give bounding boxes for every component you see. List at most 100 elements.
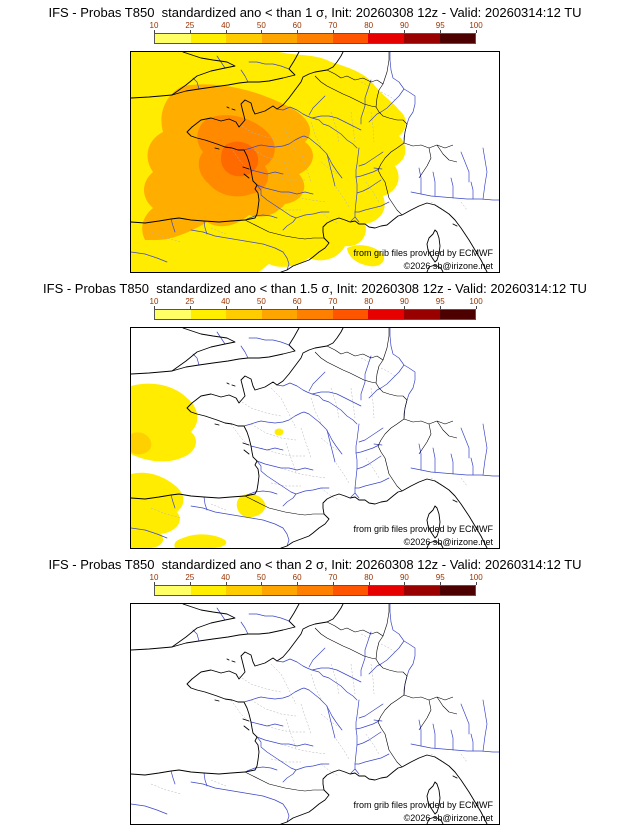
colorbar-segment <box>332 310 369 319</box>
colorbar-segment <box>403 586 440 595</box>
colorbar-segment <box>403 34 440 43</box>
colorbar-tick-label: 90 <box>399 21 409 30</box>
colorbar-tick-label: 60 <box>292 573 302 582</box>
colorbar-tick-label: 25 <box>185 573 195 582</box>
colorbar-tick-label: 50 <box>256 573 266 582</box>
colorbar-segment <box>155 34 191 43</box>
colorbar-tickmark <box>261 30 263 33</box>
attribution-ecmwf: from grib files provided by ECMWF <box>353 800 493 810</box>
panel-sigma-2: IFS - Probas T850 standardized ano < tha… <box>0 552 630 828</box>
colorbar-segment <box>226 34 262 43</box>
colorbar-tick-label: 25 <box>185 297 195 306</box>
colorbar-tick-label: 40 <box>221 297 230 306</box>
map-france <box>131 604 499 824</box>
colorbar-tick-label: 95 <box>435 297 445 306</box>
colorbar-gradient <box>154 585 476 596</box>
colorbar-tickmark <box>225 30 227 33</box>
colorbar-tickmark <box>332 30 334 33</box>
colorbar-segment <box>439 586 476 595</box>
attribution-ecmwf: from grib files provided by ECMWF <box>353 524 493 534</box>
colorbar-tick-label: 80 <box>364 21 374 30</box>
colorbar-tick-label: 95 <box>435 21 445 30</box>
map-frame: from grib files provided by ECMWF ©2026 … <box>130 603 500 825</box>
colorbar-tickmark <box>189 30 191 33</box>
colorbar-segment <box>368 586 404 595</box>
colorbar: 10 25 40 50 60 70 80 90 95 100 <box>150 21 483 45</box>
attribution-copyright: ©2026 sb@irizone.net <box>403 537 493 547</box>
colorbar-tick-label: 80 <box>364 573 374 582</box>
map-frame: from grib files provided by ECMWF ©2026 … <box>130 327 500 549</box>
colorbar-tickmark <box>440 306 442 309</box>
colorbar-tickmark <box>225 582 227 585</box>
colorbar-segment <box>190 34 227 43</box>
colorbar-tickmark <box>261 582 263 585</box>
panel-sigma-1: IFS - Probas T850 standardized ano < tha… <box>0 0 630 276</box>
colorbar-tick-label: 60 <box>292 21 302 30</box>
colorbar-tickmark <box>297 582 299 585</box>
colorbar-tick-label: 70 <box>328 21 338 30</box>
colorbar-tickmark <box>154 30 155 33</box>
colorbar-segment <box>297 310 333 319</box>
colorbar-tickmark <box>297 30 299 33</box>
colorbar-tick-label: 25 <box>185 21 195 30</box>
colorbar-segment <box>226 310 262 319</box>
colorbar: 10 25 40 50 60 70 80 90 95 100 <box>150 573 483 597</box>
attribution-copyright: ©2026 sb@irizone.net <box>403 813 493 823</box>
colorbar-segment <box>261 34 298 43</box>
panel-sigma-1-5: IFS - Probas T850 standardized ano < tha… <box>0 276 630 552</box>
colorbar-tick-label: 10 <box>149 21 159 30</box>
colorbar-segment <box>439 34 476 43</box>
colorbar-tickmark <box>261 306 263 309</box>
colorbar-tick-label: 40 <box>221 573 230 582</box>
colorbar-segment <box>261 586 298 595</box>
colorbar-segment <box>297 34 333 43</box>
colorbar: 10 25 40 50 60 70 80 90 95 100 <box>150 297 483 321</box>
panel-title: IFS - Probas T850 standardized ano < tha… <box>48 5 582 20</box>
colorbar-tick-label: 60 <box>292 297 302 306</box>
colorbar-tick-label: 90 <box>399 297 409 306</box>
colorbar-tickmark <box>368 30 370 33</box>
attribution-ecmwf: from grib files provided by ECMWF <box>353 248 493 258</box>
colorbar-tick-label: 80 <box>364 297 374 306</box>
colorbar-segment <box>261 310 298 319</box>
colorbar-tickmark <box>225 306 227 309</box>
colorbar-tickmark <box>476 30 477 33</box>
map-france <box>131 52 499 272</box>
colorbar-tickmark <box>297 306 299 309</box>
colorbar-tickmark <box>404 582 406 585</box>
map-france <box>131 328 499 548</box>
colorbar-tickmark <box>332 306 334 309</box>
attribution-copyright: ©2026 sb@irizone.net <box>403 261 493 271</box>
colorbar-segment <box>297 586 333 595</box>
colorbar-segment <box>368 34 404 43</box>
panel-title: IFS - Probas T850 standardized ano < tha… <box>48 557 582 572</box>
colorbar-tickmark <box>189 582 191 585</box>
colorbar-tickmark <box>476 582 477 585</box>
colorbar-segment <box>403 310 440 319</box>
colorbar-tickmark <box>154 306 155 309</box>
colorbar-tick-label: 40 <box>221 21 230 30</box>
colorbar-segment <box>190 310 227 319</box>
colorbar-segment <box>332 586 369 595</box>
colorbar-tick-label: 100 <box>469 573 483 582</box>
colorbar-tickmark <box>368 582 370 585</box>
colorbar-tick-label: 100 <box>469 297 483 306</box>
colorbar-segment <box>190 586 227 595</box>
colorbar-tick-label: 10 <box>149 573 159 582</box>
colorbar-tickmark <box>332 582 334 585</box>
colorbar-tickmark <box>404 306 406 309</box>
colorbar-tickmark <box>440 30 442 33</box>
colorbar-tickmark <box>154 582 155 585</box>
colorbar-segment <box>368 310 404 319</box>
colorbar-segment <box>155 310 191 319</box>
colorbar-segment <box>226 586 262 595</box>
colorbar-tick-label: 10 <box>149 297 159 306</box>
colorbar-gradient <box>154 309 476 320</box>
colorbar-tick-label: 50 <box>256 21 266 30</box>
panel-title: IFS - Probas T850 standardized ano < tha… <box>43 281 587 296</box>
colorbar-gradient <box>154 33 476 44</box>
colorbar-tick-label: 90 <box>399 573 409 582</box>
colorbar-tickmark <box>476 306 477 309</box>
colorbar-segment <box>155 586 191 595</box>
colorbar-tickmark <box>368 306 370 309</box>
